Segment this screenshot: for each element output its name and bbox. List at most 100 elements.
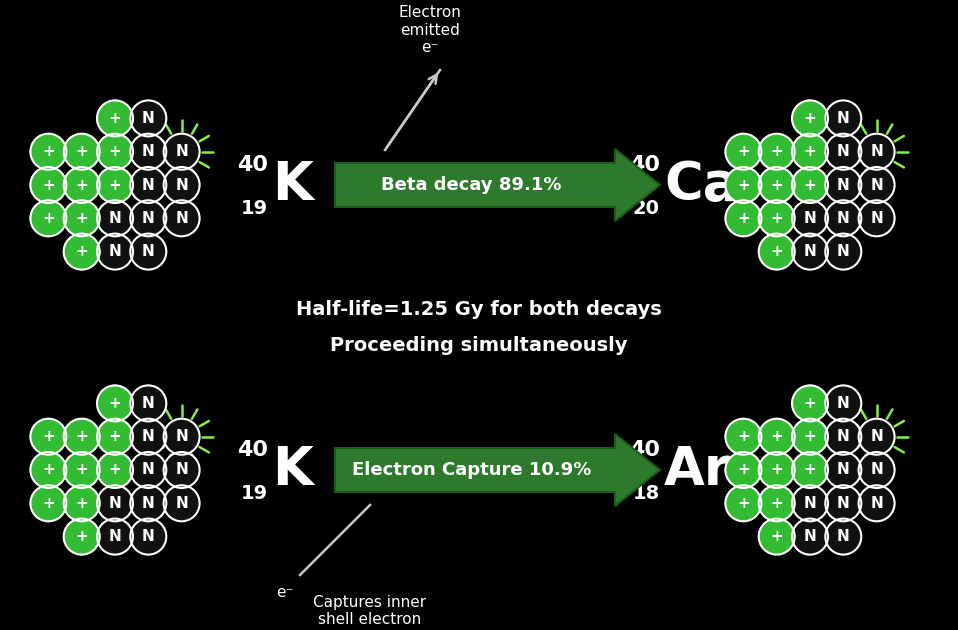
Circle shape [759, 200, 795, 236]
Text: 18: 18 [632, 484, 660, 503]
Circle shape [759, 134, 795, 169]
Text: +: + [42, 496, 55, 511]
Text: +: + [770, 178, 783, 193]
Text: +: + [108, 144, 122, 159]
Circle shape [63, 419, 100, 455]
Circle shape [725, 452, 762, 488]
Circle shape [31, 419, 66, 455]
Circle shape [97, 167, 133, 203]
Text: +: + [737, 496, 750, 511]
Text: +: + [804, 144, 816, 159]
Text: +: + [770, 462, 783, 478]
Text: 40: 40 [237, 155, 268, 175]
Text: +: + [770, 429, 783, 444]
Circle shape [63, 518, 100, 554]
Text: N: N [175, 211, 188, 226]
Text: +: + [770, 496, 783, 511]
Text: N: N [804, 244, 816, 259]
Text: +: + [42, 429, 55, 444]
Text: N: N [175, 496, 188, 511]
Text: +: + [108, 111, 122, 126]
Circle shape [725, 167, 762, 203]
Text: N: N [142, 178, 154, 193]
Circle shape [130, 100, 167, 137]
Text: +: + [108, 429, 122, 444]
Circle shape [130, 200, 167, 236]
Text: Captures inner
shell electron: Captures inner shell electron [313, 595, 426, 627]
Text: +: + [737, 144, 750, 159]
Circle shape [31, 167, 66, 203]
Circle shape [759, 452, 795, 488]
Circle shape [792, 100, 828, 137]
Text: 19: 19 [240, 484, 268, 503]
Circle shape [825, 134, 861, 169]
Text: 20: 20 [633, 199, 660, 218]
Text: Half-life=1.25 Gy for both decays: Half-life=1.25 Gy for both decays [296, 300, 662, 319]
Text: N: N [142, 244, 154, 259]
Text: N: N [804, 529, 816, 544]
Circle shape [31, 452, 66, 488]
Circle shape [792, 234, 828, 270]
Circle shape [164, 452, 199, 488]
Text: 19: 19 [240, 199, 268, 218]
Circle shape [130, 452, 167, 488]
Circle shape [825, 518, 861, 554]
Text: Beta decay 89.1%: Beta decay 89.1% [381, 176, 561, 194]
Text: N: N [175, 144, 188, 159]
Text: 40: 40 [237, 440, 268, 460]
Text: N: N [837, 244, 850, 259]
Text: N: N [142, 144, 154, 159]
Circle shape [825, 386, 861, 421]
Circle shape [792, 200, 828, 236]
Circle shape [825, 419, 861, 455]
Text: N: N [804, 496, 816, 511]
Text: +: + [42, 211, 55, 226]
Circle shape [725, 419, 762, 455]
Circle shape [858, 200, 895, 236]
Text: +: + [76, 462, 88, 478]
Text: N: N [142, 462, 154, 478]
Circle shape [31, 485, 66, 521]
Text: K: K [272, 159, 313, 211]
Circle shape [31, 200, 66, 236]
Text: +: + [42, 144, 55, 159]
FancyArrow shape [335, 149, 660, 221]
Circle shape [164, 485, 199, 521]
Circle shape [858, 167, 895, 203]
Text: Electron
emitted
e⁻: Electron emitted e⁻ [399, 5, 462, 55]
Text: N: N [837, 529, 850, 544]
Text: N: N [837, 211, 850, 226]
Text: +: + [108, 462, 122, 478]
Text: N: N [108, 244, 122, 259]
Text: Ar: Ar [664, 444, 731, 496]
Circle shape [63, 167, 100, 203]
Text: N: N [142, 496, 154, 511]
Circle shape [130, 386, 167, 421]
Text: +: + [76, 244, 88, 259]
Circle shape [130, 134, 167, 169]
Circle shape [725, 134, 762, 169]
Circle shape [63, 200, 100, 236]
Circle shape [792, 134, 828, 169]
Circle shape [164, 419, 199, 455]
Text: N: N [870, 429, 883, 444]
Text: N: N [108, 529, 122, 544]
Circle shape [97, 419, 133, 455]
Circle shape [825, 100, 861, 137]
Circle shape [130, 234, 167, 270]
Text: N: N [837, 144, 850, 159]
Text: N: N [142, 211, 154, 226]
Text: N: N [837, 429, 850, 444]
Circle shape [97, 452, 133, 488]
Text: N: N [870, 144, 883, 159]
Text: N: N [175, 178, 188, 193]
Text: +: + [76, 178, 88, 193]
Circle shape [130, 518, 167, 554]
Circle shape [164, 200, 199, 236]
Circle shape [759, 518, 795, 554]
Text: +: + [770, 244, 783, 259]
Text: N: N [108, 211, 122, 226]
Text: +: + [770, 529, 783, 544]
Text: +: + [804, 462, 816, 478]
Text: K: K [272, 444, 313, 496]
